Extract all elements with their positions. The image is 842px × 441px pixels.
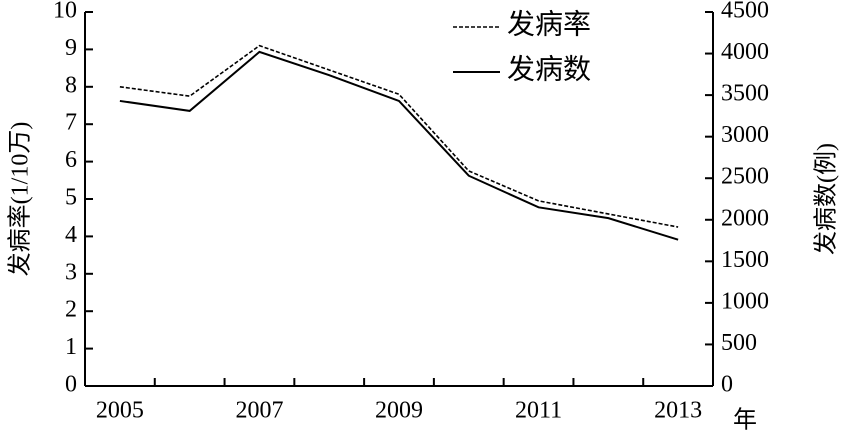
y-tick-label: 10 [53, 0, 77, 24]
x-tick-label: 2005 [96, 398, 144, 424]
y-tick-label: 0 [65, 372, 77, 398]
y2-tick-label: 1500 [721, 247, 769, 273]
y-tick-label: 5 [65, 185, 77, 211]
y2-tick-label: 1000 [721, 288, 769, 314]
y-tick-label: 2 [65, 297, 77, 323]
series-line [119, 50, 679, 241]
legend-label: 发病率 [507, 8, 591, 40]
y2-tick-label: 3000 [721, 122, 769, 148]
x-tick-label: 2011 [515, 398, 562, 424]
y-axis-title: 发病率(1/10万) [7, 122, 34, 277]
y-tick-label: 1 [65, 334, 77, 360]
y2-tick-label: 4500 [721, 0, 769, 24]
y-tick-label: 3 [65, 259, 77, 285]
x-tick-label: 2013 [654, 398, 702, 424]
x-axis-title: 年 [733, 407, 757, 434]
legend-label: 发病数 [507, 53, 591, 85]
y2-tick-label: 0 [721, 372, 733, 398]
y-tick-label: 4 [65, 222, 77, 248]
x-tick-label: 2009 [375, 398, 423, 424]
x-tick-label: 2007 [235, 398, 283, 424]
y-tick-label: 7 [65, 110, 77, 136]
y2-tick-label: 500 [721, 330, 757, 356]
y-tick-label: 9 [65, 35, 77, 61]
series-line [119, 44, 679, 228]
y2-tick-label: 4000 [721, 39, 769, 65]
y2-tick-label: 2500 [721, 164, 769, 190]
y-tick-label: 8 [65, 72, 77, 98]
y2-tick-label: 3500 [721, 81, 769, 107]
y-tick-label: 6 [65, 147, 77, 173]
y2-tick-label: 2000 [721, 205, 769, 231]
y2-axis-title: 发病数(例) [813, 143, 840, 255]
